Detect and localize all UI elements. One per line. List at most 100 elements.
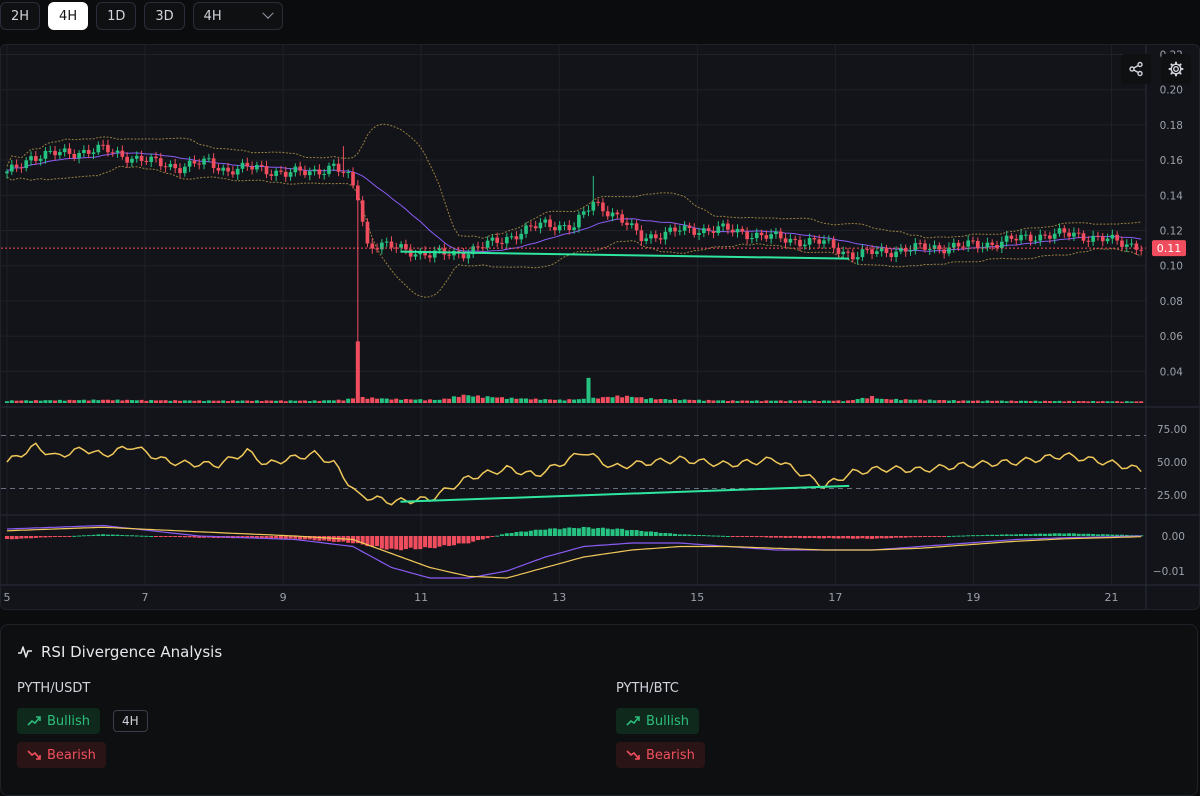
candle-body [490, 237, 495, 241]
candle-body [317, 169, 322, 175]
macd-histogram-bar [879, 536, 884, 539]
settings-button[interactable] [1161, 54, 1191, 84]
price-axis-tick: 0.10 [1160, 261, 1183, 273]
volume-bar [33, 400, 38, 403]
macd-histogram-bar [72, 535, 77, 537]
candle-body [38, 158, 43, 161]
timeframe-select[interactable]: 4H [192, 2, 283, 30]
volume-bar [341, 400, 346, 403]
volume-bar [860, 397, 865, 403]
macd-histogram-bar [903, 536, 908, 538]
volume-bar [797, 400, 802, 403]
macd-histogram-bar [788, 536, 793, 538]
volume-bar [927, 399, 932, 403]
candle-body [1096, 235, 1100, 237]
candle-body [447, 254, 451, 256]
btc-bullish-label: Bullish [646, 713, 690, 729]
volume-bar [692, 400, 697, 403]
btc-bullish-badge[interactable]: Bullish [616, 708, 700, 734]
candle-body [524, 225, 528, 234]
macd-histogram-bar [14, 536, 19, 540]
volume-bar [975, 400, 980, 403]
volume-bar [773, 400, 778, 403]
candle-body [106, 144, 110, 153]
chart-container[interactable]: 0.110.220.200.180.160.140.120.100.080.06… [0, 44, 1200, 610]
candle-body [759, 232, 764, 236]
volume-bar [634, 397, 639, 403]
volume-bar [946, 400, 951, 403]
macd-histogram-bar [129, 535, 134, 537]
candle-body [975, 240, 980, 248]
volume-bar [918, 399, 923, 403]
macd-histogram-bar [826, 536, 831, 538]
btc-bearish-badge[interactable]: Bearish [616, 742, 705, 768]
candle-body [865, 249, 870, 251]
volume-bar [365, 398, 370, 403]
candle-body [432, 250, 437, 258]
timeframe-2h-button[interactable]: 2H [0, 2, 41, 30]
macd-histogram-bar [312, 536, 317, 541]
volume-bar [105, 399, 110, 403]
macd-histogram-bar [1110, 534, 1115, 536]
volume-bar [370, 397, 375, 403]
volume-bar [576, 399, 581, 403]
macd-histogram-bar [552, 528, 557, 536]
macd-histogram-bar [278, 536, 283, 539]
volume-bar [38, 400, 43, 403]
macd-histogram-bar [692, 534, 697, 536]
volume-bar [96, 400, 101, 403]
time-axis-tick: 7 [142, 591, 149, 604]
candle-body [250, 166, 254, 170]
volume-bar [192, 400, 197, 403]
volume-bar [942, 400, 947, 403]
macd-histogram-bar [1076, 533, 1081, 536]
rsi-divergence-line [400, 484, 850, 503]
usdt-bearish-badge[interactable]: Bearish [17, 742, 106, 768]
timeframe-3d-button[interactable]: 3D [144, 2, 185, 30]
candle-body [807, 238, 812, 245]
volume-bar [1091, 400, 1096, 403]
volume-bar [831, 400, 836, 403]
candle-body [303, 170, 307, 176]
candle-body [29, 156, 33, 161]
macd-histogram-bar [355, 536, 360, 544]
candle-body [1052, 233, 1057, 239]
macd-histogram-bar [86, 535, 91, 537]
macd-histogram-bar [1004, 534, 1009, 536]
macd-histogram-bar [379, 536, 384, 549]
share-button[interactable] [1121, 54, 1151, 84]
volume-bar [1119, 401, 1124, 403]
volume-bar [125, 399, 130, 403]
volume-bar [764, 400, 769, 403]
price-chart[interactable]: 0.110.220.200.180.160.140.120.100.080.06… [1, 45, 1199, 609]
candle-body [130, 158, 134, 163]
volume-bar [913, 399, 918, 403]
volume-bar [1033, 400, 1038, 403]
candle-body [543, 219, 548, 223]
macd-histogram-bar [38, 536, 43, 538]
macd-histogram-bar [177, 536, 183, 538]
volume-bar [91, 399, 96, 403]
candle-body [1024, 234, 1028, 236]
volume-bar [326, 400, 332, 403]
macd-histogram-bar [677, 534, 682, 536]
usdt-bullish-badge[interactable]: Bullish [17, 708, 101, 734]
candle-body [466, 254, 471, 259]
timeframe-4h-button[interactable]: 4H [48, 2, 89, 30]
candle-body [346, 172, 351, 174]
macd-histogram-bar [961, 535, 966, 537]
candle-body [1038, 234, 1043, 241]
timeframe-1d-button[interactable]: 1D [96, 2, 137, 30]
macd-histogram-bar [519, 531, 524, 536]
macd-histogram-bar [581, 526, 586, 536]
macd-histogram-bar [1033, 533, 1038, 536]
volume-bar [274, 400, 279, 403]
candle-body [716, 226, 721, 233]
candle-body [913, 243, 918, 251]
volume-bar [629, 396, 634, 403]
candle-body [663, 231, 668, 240]
macd-histogram-bar [403, 536, 408, 550]
macd-histogram-bar [384, 536, 389, 550]
volume-bar [490, 397, 495, 403]
macd-histogram-bar [855, 536, 860, 539]
